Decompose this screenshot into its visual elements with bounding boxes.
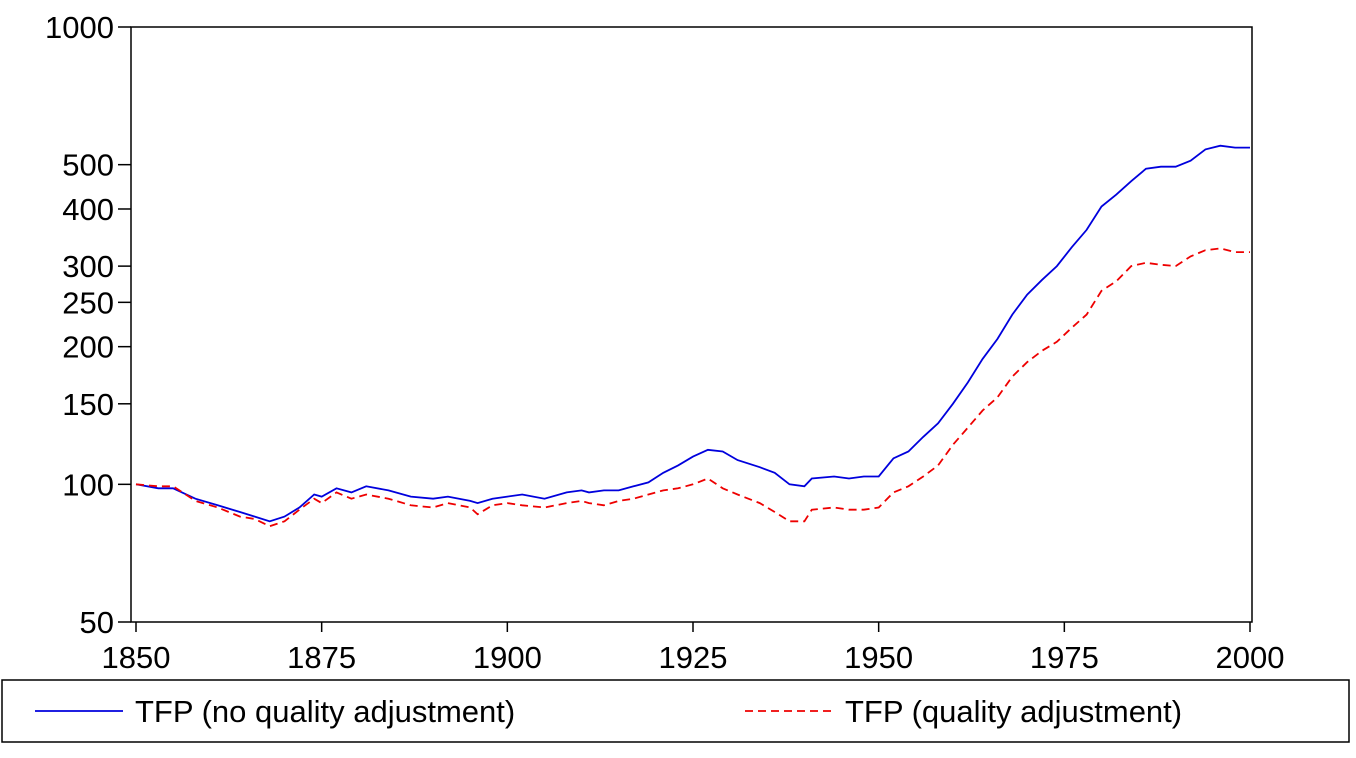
legend-label: TFP (no quality adjustment)	[135, 694, 515, 729]
x-tick-label: 1850	[102, 640, 171, 675]
y-tick-label: 50	[80, 605, 114, 640]
legend-box	[1, 679, 1350, 743]
x-tick-label: 1900	[473, 640, 542, 675]
series-line	[135, 144, 1250, 523]
x-tick-label: 1975	[1030, 640, 1099, 675]
y-tick-label: 150	[62, 387, 114, 422]
x-tick-label: 1950	[844, 640, 913, 675]
y-tick-label: 400	[62, 192, 114, 227]
y-tick-label: 300	[62, 249, 114, 284]
y-tick-label: 250	[62, 285, 114, 320]
y-tick-label: 1000	[45, 10, 114, 45]
x-tick-label: 1875	[287, 640, 356, 675]
x-tick-label: 2000	[1216, 640, 1285, 675]
y-tick-label: 100	[62, 467, 114, 502]
legend-label: TFP (quality adjustment)	[845, 694, 1182, 729]
plot-frame	[130, 26, 1253, 623]
y-tick-label: 500	[62, 148, 114, 183]
y-tick-label: 200	[62, 330, 114, 365]
x-tick-label: 1925	[659, 640, 728, 675]
series-line	[135, 247, 1250, 528]
